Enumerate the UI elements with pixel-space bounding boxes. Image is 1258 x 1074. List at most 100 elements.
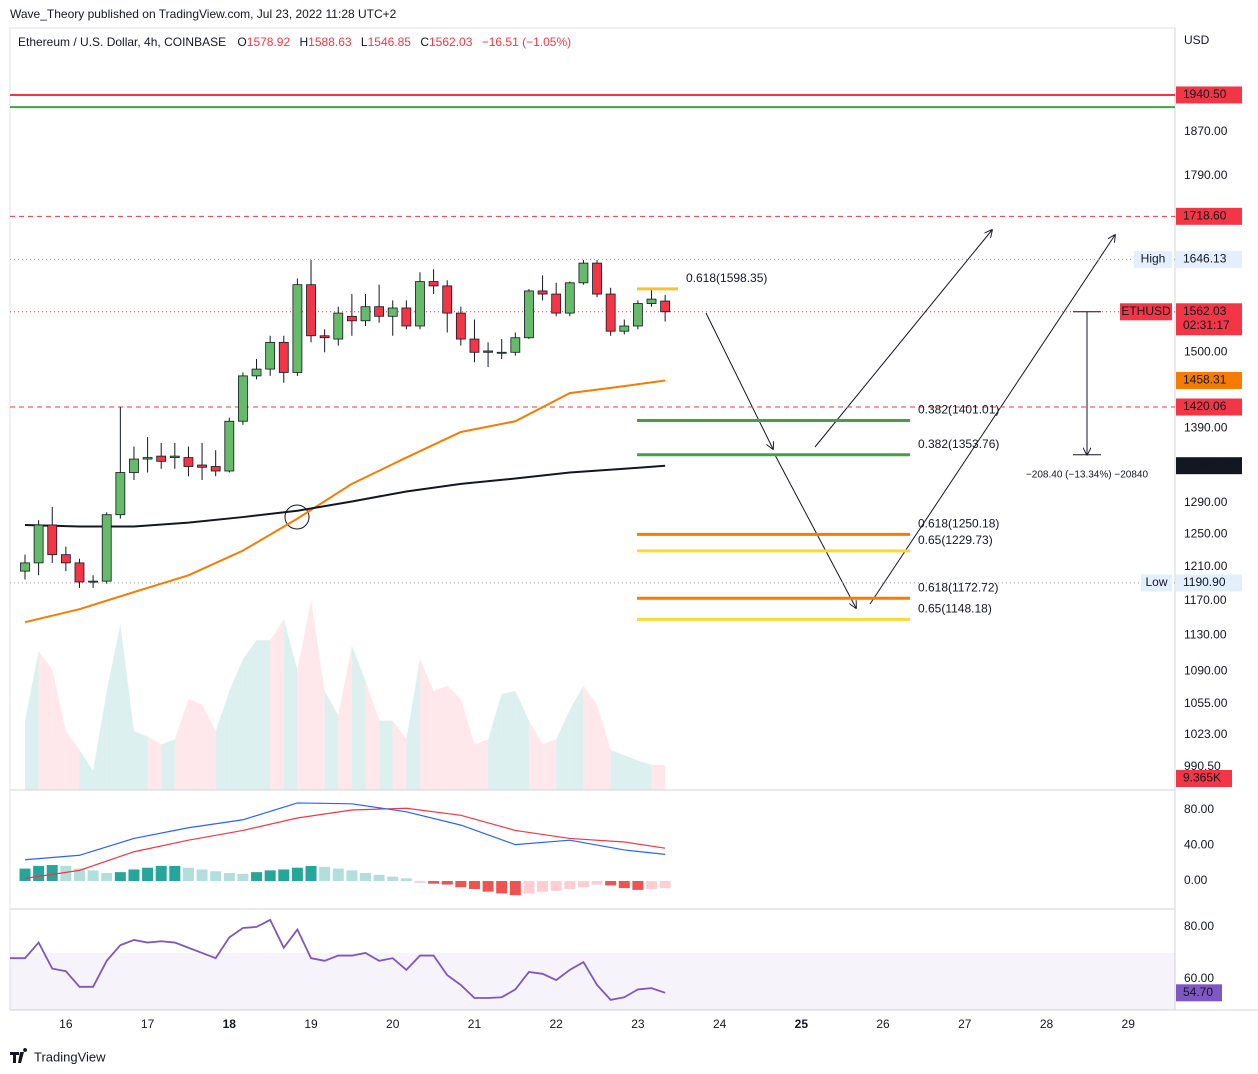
macd-histogram (428, 881, 440, 884)
volume-area (624, 755, 638, 790)
candle-body (197, 464, 207, 468)
price-label: 1190.90 (1183, 575, 1226, 589)
x-tick-label: 16 (59, 1017, 73, 1031)
currency: USD (1184, 33, 1210, 47)
volume-area (202, 704, 216, 790)
price-tag-box (1134, 250, 1172, 268)
x-tick-label: 29 (1122, 1017, 1136, 1031)
ohlc-letter: L (361, 35, 368, 49)
volume-area (365, 680, 380, 790)
volume-area (338, 645, 352, 790)
price-label: 1420.06 (1183, 399, 1227, 413)
candle-body (292, 284, 303, 373)
candle-body (33, 524, 44, 564)
ohlc-value: 1578.92 (247, 35, 291, 49)
price-tag: Low (1145, 575, 1167, 589)
volume-area (283, 618, 298, 790)
volume-area (242, 640, 257, 790)
candle-body (510, 337, 521, 353)
y-tick-label: 1870.00 (1184, 124, 1228, 138)
volume-area (215, 691, 230, 790)
macd-histogram (400, 878, 412, 882)
ohlc-value: 1546.85 (368, 35, 412, 49)
arrow (869, 235, 1115, 605)
ohlc-value: 1562.03 (429, 35, 473, 49)
price-label-box (1176, 86, 1242, 104)
x-tick-label: 19 (304, 1017, 318, 1031)
volume-area (229, 658, 243, 790)
volume-area (556, 709, 570, 790)
frame (9, 27, 1176, 1011)
volume-label-box (1176, 770, 1232, 787)
volume-area (79, 749, 94, 790)
macd-line (24, 802, 666, 861)
macd-histogram (237, 873, 249, 882)
macd-histogram (360, 873, 371, 882)
price-label-box (1176, 250, 1242, 268)
volume-area (610, 749, 625, 790)
symbol-header: Ethereum / U.S. Dollar, 4h, COINBASE O15… (18, 35, 571, 49)
x-tick-label: 26 (876, 1017, 890, 1031)
macd-histogram (155, 865, 167, 882)
candle-body (265, 341, 276, 370)
price-label-box (1176, 303, 1242, 336)
y-tick-label: 1090.00 (1184, 664, 1228, 678)
volume-area (379, 720, 393, 790)
candle-body (415, 281, 425, 327)
ohlc-letter: C (420, 35, 429, 49)
macd-histogram (659, 881, 671, 889)
volume-area (174, 699, 189, 790)
candle-body (20, 562, 30, 572)
measure-label: −208.40 (−13.34%) −20840 (1026, 469, 1148, 480)
candle-body (224, 420, 235, 472)
macd-histogram (114, 872, 126, 882)
macd-histogram (509, 881, 521, 896)
candle-body (483, 350, 493, 353)
volume-area (256, 640, 271, 790)
candle-body (156, 455, 167, 462)
macd-histogram (182, 867, 194, 882)
macd-histogram (414, 881, 426, 883)
macd-histogram (468, 881, 480, 890)
y-tick-label: 1790.00 (1184, 168, 1228, 182)
macd-histogram (618, 881, 630, 889)
volume-area (93, 691, 107, 790)
macd-tick-label: 80.00 (1184, 802, 1214, 816)
cross-circle (284, 504, 310, 530)
moving-average (24, 379, 666, 624)
arrow (814, 230, 992, 448)
rsi-tick-label: 60.00 (1184, 971, 1214, 985)
candle-body (633, 303, 643, 327)
price-label: 1940.50 (1183, 87, 1227, 101)
macd-histogram (523, 881, 535, 894)
fib-label: 0.618(1598.35) (686, 271, 767, 285)
volume-area (270, 618, 284, 790)
ohlc-value: 1588.63 (308, 35, 352, 49)
candle-body (238, 375, 248, 422)
price-label-box (1176, 457, 1242, 475)
price-label-box (1176, 398, 1242, 416)
macd-histogram (142, 867, 154, 882)
macd-histogram (251, 872, 263, 882)
macd-tick-label: 0.00 (1184, 873, 1208, 887)
macd-histogram (46, 865, 58, 882)
volume-area (583, 685, 598, 790)
x-tick-label: 27 (958, 1017, 972, 1031)
candle-body (60, 554, 71, 564)
macd-histogram (632, 881, 644, 890)
volume-area (188, 699, 203, 790)
fib-label: 0.382(1353.76) (918, 437, 999, 451)
candle-body (660, 300, 671, 313)
candle-body (169, 455, 180, 458)
macd-histogram (332, 868, 344, 882)
macd-histogram (169, 865, 181, 882)
price-tag-box (1141, 574, 1172, 592)
arrow (774, 454, 856, 608)
macd-histogram (128, 869, 140, 882)
candle-body (183, 457, 194, 467)
rsi-line (10, 918, 666, 1001)
candle-body (306, 284, 316, 337)
macd-histogram (19, 868, 31, 882)
candle-body (619, 325, 630, 332)
